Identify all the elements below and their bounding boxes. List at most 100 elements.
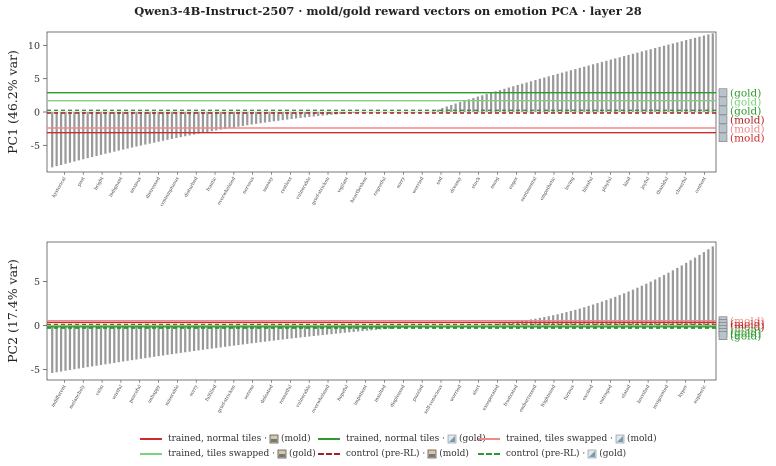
bar [662,275,666,326]
bar [458,102,462,112]
bar [290,112,293,120]
bar [175,325,178,354]
bar [86,325,89,368]
bar [263,112,267,123]
legend-text: trained, tiles swapped · [168,449,275,459]
triangle-tile-icon [447,434,457,444]
bar [59,325,63,372]
x-tick-label: exasperated [481,384,500,412]
bar [188,325,191,352]
bar [86,112,89,159]
x-tick-label: heartbroken [349,176,369,204]
bar [117,112,120,151]
x-tick-label: vulnerable [294,384,312,410]
y-axis-label: PC2 (17.4% var) [5,259,20,363]
bar [268,325,271,342]
bar [192,325,196,352]
bar [631,289,635,326]
legend-text: trained, normal tiles · [168,434,267,444]
x-tick-label: invigorated [652,384,671,410]
bar [600,301,604,326]
reference-line-label: (gold) [730,331,761,343]
bar [538,78,541,112]
bar [73,325,76,370]
bar [512,86,515,112]
bar [547,76,550,112]
bar [614,296,617,326]
tile-icon [718,331,728,340]
y-axis-label: PC1 (46.2% var) [5,50,20,154]
bar [636,287,639,326]
bar [91,325,94,367]
x-tick-label: insulted [373,384,388,403]
bar [578,67,581,112]
x-tick-label: calm [95,383,106,396]
reference-line-label: (gold) [730,97,761,109]
bar [707,249,710,326]
bar [689,38,692,113]
bar [569,310,573,326]
bar [645,50,648,112]
bar [250,112,253,125]
bar [64,325,67,371]
plot-frame [46,31,717,173]
x-tick-label: frightened [540,384,557,408]
legend-text: (gold) [599,449,627,459]
bar [201,325,205,350]
x-tick-label: joyful [639,176,651,192]
bar [286,112,289,120]
bar [68,112,72,163]
bar [255,325,258,343]
x-tick-label: impatient [353,384,369,406]
x-tick-label: hopeful [336,384,350,403]
bar [467,99,471,112]
chart-title: Qwen3-4B-Instruct-2507 · mold/gold rewar… [134,4,642,18]
x-tick-label: alert [471,384,482,397]
bar [241,325,244,345]
x-tick-label: indignant [108,176,124,198]
bar [498,323,502,326]
bar [662,45,666,112]
reference-line-label: (gold) [730,88,761,100]
bar [552,75,555,112]
legend-swatch [318,438,340,440]
bar [565,312,568,326]
bar [126,112,129,149]
bar [507,322,510,326]
x-tick-label: excited [581,384,595,402]
bar [206,112,209,133]
bar [374,325,377,330]
bar [157,112,160,142]
tile-icon [718,88,728,97]
bar [618,57,621,112]
bar [237,325,240,346]
bar [268,112,271,122]
bar [516,84,519,112]
bar [95,112,98,156]
triangle-tile-icon [587,449,597,459]
bar [122,325,125,362]
x-tick-label: bright [93,176,105,192]
bar [654,48,657,112]
bar [516,321,519,326]
bar [153,325,156,357]
bar [232,325,236,346]
x-tick-label: eager [509,176,520,191]
bar [334,325,338,334]
bar [649,49,652,112]
bar [702,252,706,326]
bar [175,112,178,139]
x-tick-label: distressed [145,176,162,200]
bar [445,106,448,112]
bar [609,59,612,112]
bar [113,112,116,152]
bar [68,325,72,371]
bar [671,270,674,326]
bar [485,93,488,112]
bar [317,112,320,117]
bar [184,112,187,137]
bar [51,325,54,373]
bar [693,37,697,113]
bar [277,112,280,121]
bar [192,112,196,135]
